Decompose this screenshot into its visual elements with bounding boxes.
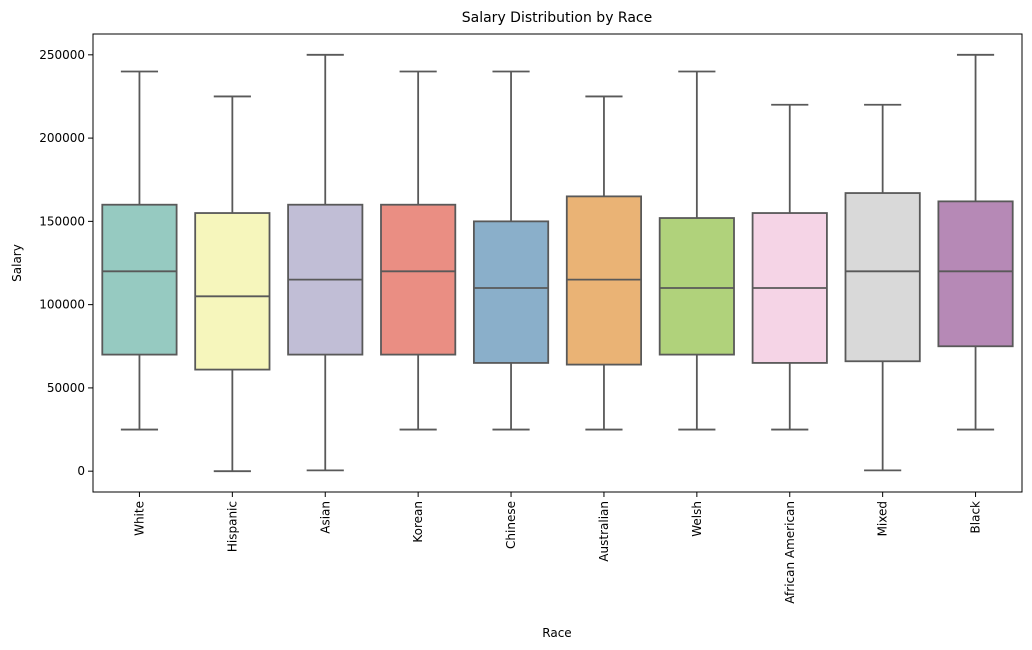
plot-frame <box>92 33 1023 493</box>
box-group <box>380 70 457 431</box>
iqr-box <box>380 203 457 356</box>
x-tick-label: Asian <box>318 501 332 534</box>
x-tick-label: Korean <box>411 501 425 543</box>
iqr-box <box>472 220 550 364</box>
iqr-box <box>844 192 921 363</box>
plot-area <box>101 53 1014 473</box>
x-tick-label: Australian <box>597 501 611 562</box>
iqr-box <box>658 217 735 356</box>
x-tick-label: Black <box>969 501 983 534</box>
box-group <box>472 70 550 431</box>
x-tick-label: Hispanic <box>225 501 239 552</box>
x-tick-label: White <box>132 501 146 536</box>
iqr-box <box>101 203 178 356</box>
box-group <box>658 70 735 431</box>
iqr-box <box>194 212 271 371</box>
box-group <box>194 95 271 473</box>
box-group <box>101 70 178 431</box>
x-tick-label: Mixed <box>876 501 890 536</box>
box-group <box>287 53 364 472</box>
iqr-box <box>937 200 1014 348</box>
box-group <box>844 103 921 472</box>
chart-title: Salary Distribution by Race <box>462 10 652 26</box>
x-axis: White Hispanic Asian Korean Chinese Australia… <box>132 492 983 604</box>
y-tick-label: 150000 <box>39 214 85 228</box>
x-tick-label: Welsh <box>690 501 704 537</box>
y-tick-label: 200000 <box>39 131 85 145</box>
box-group <box>751 103 828 431</box>
y-tick-label: 100000 <box>39 298 85 312</box>
x-tick-label: African American <box>783 501 797 604</box>
y-axis: 0 50000 100000 150000 200000 250000 <box>39 48 93 478</box>
y-axis-label: Salary <box>10 244 24 282</box>
y-tick-label: 50000 <box>47 381 85 395</box>
box-group <box>565 95 643 431</box>
y-tick-label: 0 <box>77 464 85 478</box>
box-group <box>937 53 1014 431</box>
x-axis-label: Race <box>542 626 571 640</box>
x-tick-label: Chinese <box>504 501 518 549</box>
y-tick-label: 250000 <box>39 48 85 62</box>
